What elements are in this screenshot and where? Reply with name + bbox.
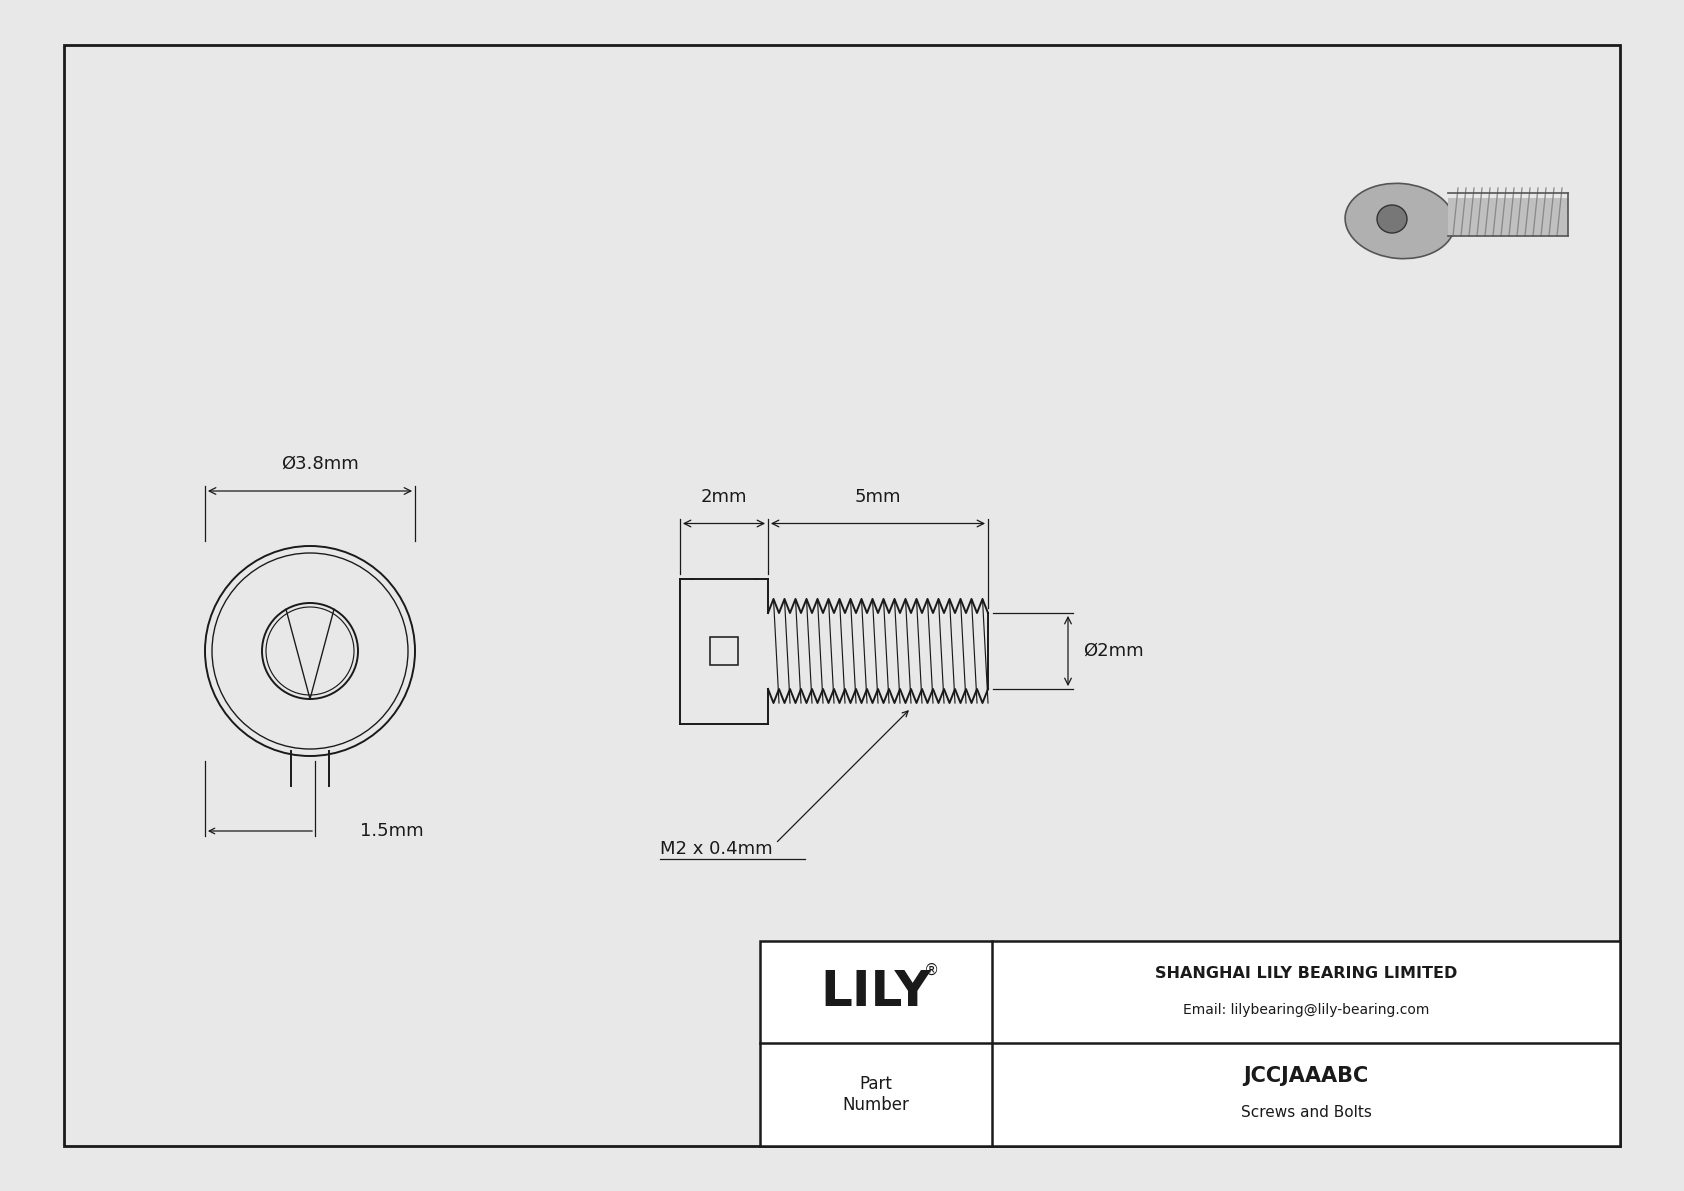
- Text: Email: lilybearing@lily-bearing.com: Email: lilybearing@lily-bearing.com: [1182, 1003, 1430, 1017]
- Text: 1.5mm: 1.5mm: [360, 822, 424, 840]
- Text: Ø3.8mm: Ø3.8mm: [281, 455, 359, 473]
- Text: ®: ®: [923, 962, 938, 978]
- Text: 2mm: 2mm: [701, 487, 748, 505]
- Text: M2 x 0.4mm: M2 x 0.4mm: [660, 711, 908, 858]
- Text: JCCJAAABC: JCCJAAABC: [1243, 1066, 1369, 1086]
- Bar: [1448, 198, 1568, 236]
- Ellipse shape: [1378, 205, 1408, 233]
- Text: SHANGHAI LILY BEARING LIMITED: SHANGHAI LILY BEARING LIMITED: [1155, 966, 1457, 981]
- Text: 5mm: 5mm: [855, 487, 901, 505]
- Text: Screws and Bolts: Screws and Bolts: [1241, 1105, 1371, 1120]
- Bar: [711, 637, 738, 665]
- Bar: [759, 941, 1620, 1146]
- Ellipse shape: [1346, 183, 1455, 258]
- Text: Part
Number: Part Number: [842, 1075, 909, 1114]
- Text: LILY: LILY: [820, 968, 931, 1016]
- Bar: [759, 941, 1620, 1146]
- Text: Ø2mm: Ø2mm: [1083, 642, 1143, 660]
